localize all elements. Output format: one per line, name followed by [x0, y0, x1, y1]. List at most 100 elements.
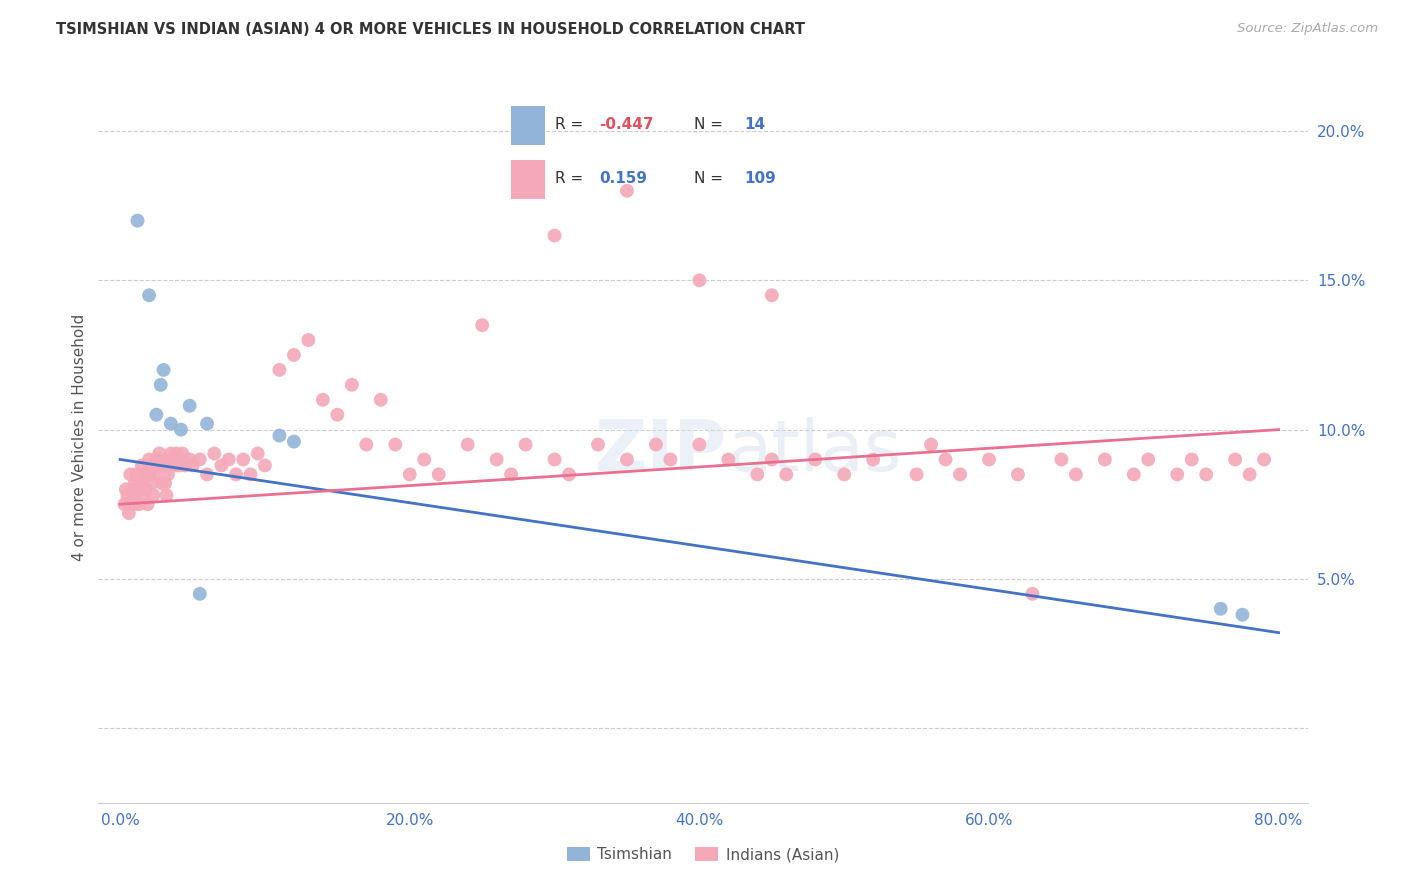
Point	[163, 452, 186, 467]
Point	[152, 363, 174, 377]
Point	[232, 452, 254, 467]
Point	[1232, 607, 1254, 622]
Point	[1137, 452, 1160, 467]
Point	[688, 437, 710, 451]
Point	[398, 467, 420, 482]
Point	[761, 288, 783, 302]
Point	[485, 452, 508, 467]
Point	[775, 467, 797, 482]
Point	[1007, 467, 1029, 482]
Point	[312, 392, 335, 407]
Point	[905, 467, 928, 482]
Text: ZIP: ZIP	[595, 417, 727, 486]
Point	[138, 452, 160, 467]
Point	[747, 467, 769, 482]
Point	[153, 476, 176, 491]
Point	[125, 467, 148, 482]
Point	[195, 417, 218, 431]
Point	[148, 446, 170, 460]
Point	[645, 437, 668, 451]
Point	[132, 488, 155, 502]
Point	[761, 452, 783, 467]
Point	[804, 452, 827, 467]
Point	[141, 476, 163, 491]
Point	[127, 483, 149, 497]
Point	[139, 458, 162, 473]
Point	[179, 452, 201, 467]
Point	[149, 458, 172, 473]
Point	[471, 318, 494, 332]
Point	[114, 497, 136, 511]
Point	[172, 446, 194, 460]
Point	[174, 458, 197, 473]
Point	[832, 467, 855, 482]
Point	[326, 408, 349, 422]
Point	[1253, 452, 1275, 467]
Point	[515, 437, 537, 451]
Point	[165, 458, 187, 473]
Point	[977, 452, 1000, 467]
Point	[1094, 452, 1116, 467]
Point	[124, 476, 146, 491]
Point	[169, 458, 191, 473]
Point	[124, 488, 146, 502]
Point	[128, 497, 150, 511]
Point	[283, 348, 305, 362]
Point	[688, 273, 710, 287]
Point	[356, 437, 378, 451]
Point	[218, 452, 240, 467]
Point	[586, 437, 609, 451]
Point	[1209, 601, 1232, 615]
Point	[118, 506, 141, 520]
Point	[138, 467, 160, 482]
Point	[134, 467, 156, 482]
Point	[427, 467, 450, 482]
Point	[131, 476, 153, 491]
Point	[157, 452, 180, 467]
Point	[1064, 467, 1087, 482]
Point	[717, 452, 740, 467]
Point	[616, 452, 638, 467]
Point	[935, 452, 957, 467]
Point	[152, 458, 174, 473]
Point	[370, 392, 392, 407]
Text: atlas: atlas	[727, 417, 901, 486]
Point	[122, 497, 145, 511]
Point	[253, 458, 276, 473]
Point	[127, 213, 149, 227]
Point	[1050, 452, 1073, 467]
Point	[162, 458, 184, 473]
Legend: Tsimshian, Indians (Asian): Tsimshian, Indians (Asian)	[561, 841, 845, 868]
Point	[202, 446, 225, 460]
Text: Source: ZipAtlas.com: Source: ZipAtlas.com	[1237, 22, 1378, 36]
Point	[188, 587, 211, 601]
Point	[115, 483, 138, 497]
Point	[117, 488, 139, 502]
Point	[188, 452, 211, 467]
Point	[159, 446, 181, 460]
Point	[146, 458, 169, 473]
Point	[225, 467, 247, 482]
Point	[156, 467, 179, 482]
Point	[179, 399, 201, 413]
Point	[659, 452, 682, 467]
Point	[558, 467, 581, 482]
Point	[195, 467, 218, 482]
Point	[159, 417, 181, 431]
Point	[166, 446, 188, 460]
Point	[145, 408, 167, 422]
Point	[384, 437, 406, 451]
Y-axis label: 4 or more Vehicles in Household: 4 or more Vehicles in Household	[72, 313, 87, 561]
Point	[543, 228, 565, 243]
Point	[121, 483, 143, 497]
Point	[181, 458, 204, 473]
Point	[170, 423, 193, 437]
Point	[1225, 452, 1247, 467]
Point	[616, 184, 638, 198]
Point	[543, 452, 565, 467]
Point	[120, 467, 142, 482]
Point	[297, 333, 319, 347]
Point	[142, 488, 165, 502]
Point	[145, 452, 167, 467]
Point	[862, 452, 884, 467]
